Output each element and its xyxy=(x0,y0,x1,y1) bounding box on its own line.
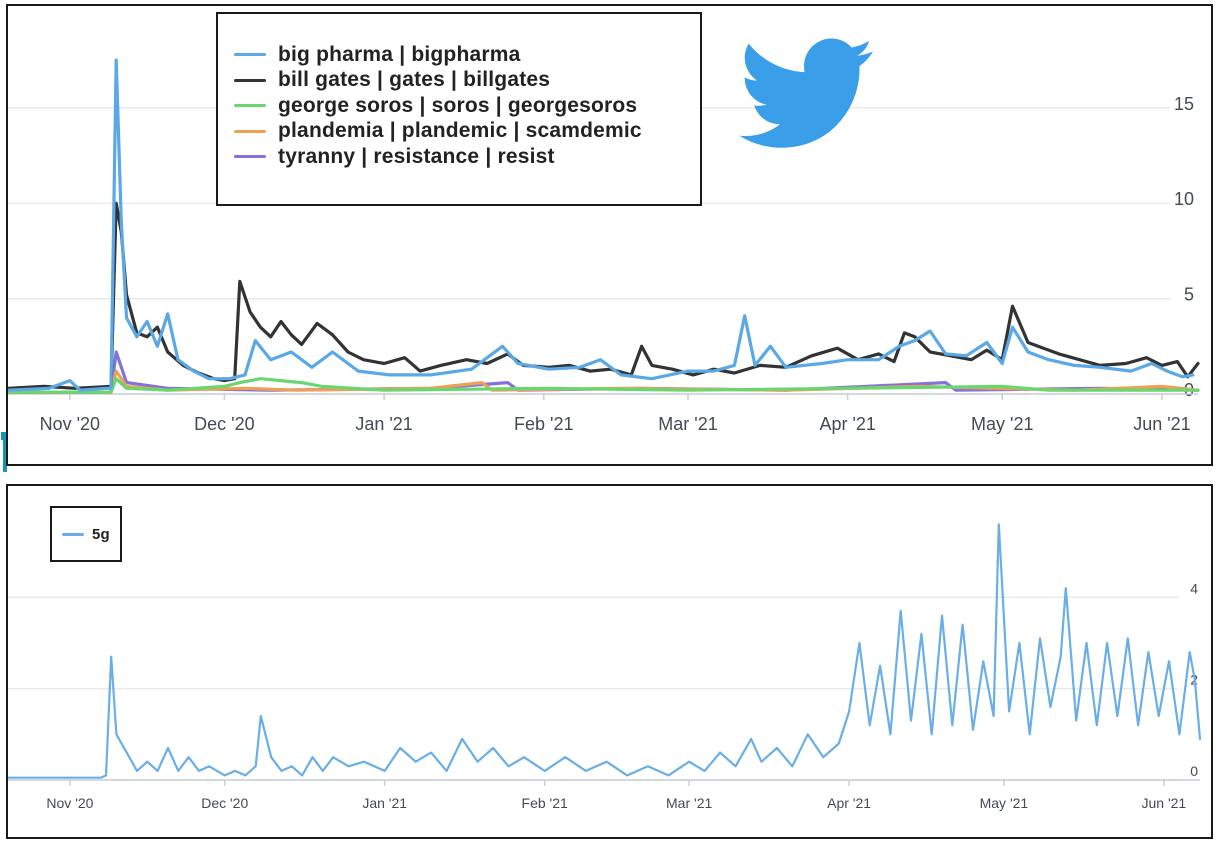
x-tick-label: Nov '20 xyxy=(46,795,93,811)
x-tick-label: May '21 xyxy=(971,414,1033,434)
x-tick-label: Feb '21 xyxy=(514,414,573,434)
x-tick-label: Dec '20 xyxy=(194,414,254,434)
x-tick-label: Nov '20 xyxy=(40,414,100,434)
y-tick-label: 0 xyxy=(1190,763,1198,779)
legend-item[interactable]: plandemia | plandemic | scamdemic xyxy=(234,119,700,145)
legend-swatch xyxy=(62,533,84,537)
series-line-0 xyxy=(8,523,1202,779)
y-tick-label: 5 xyxy=(1184,285,1194,305)
legend-swatch xyxy=(234,155,266,159)
legend-label: big pharma | bigpharma xyxy=(278,42,521,66)
x-tick-label: Jan '21 xyxy=(362,795,407,811)
top-chart-panel: 0 5 10 15 Nov '20 Dec '20 Jan '21 Feb '21 Mar '2… xyxy=(6,4,1213,466)
legend-item[interactable]: george soros | soros | georgesoros xyxy=(234,93,700,119)
top-chart-legend: big pharma | bigpharma bill gates | gates… xyxy=(216,12,702,206)
series-line-4 xyxy=(8,350,1200,394)
x-tick-label: Jan '21 xyxy=(355,414,412,434)
left-edge-marker xyxy=(1,432,9,472)
series-line-2 xyxy=(8,377,1200,394)
bottom-chart-legend: 5g xyxy=(50,506,122,562)
legend-label: tyranny | resistance | resist xyxy=(278,144,555,168)
series-line-0 xyxy=(8,58,1195,392)
legend-item[interactable]: tyranny | resistance | resist xyxy=(234,144,700,170)
legend-item[interactable]: 5g xyxy=(62,522,120,548)
legend-swatch xyxy=(234,78,266,82)
legend-swatch xyxy=(234,53,266,57)
legend-swatch xyxy=(234,104,266,108)
x-tick-label: Jun '21 xyxy=(1142,795,1187,811)
legend-item[interactable]: big pharma | bigpharma xyxy=(234,42,700,68)
twitter-bird-icon xyxy=(740,38,873,148)
x-tick-label: Mar '21 xyxy=(666,795,712,811)
x-tick-label: Apr '21 xyxy=(819,414,875,434)
legend-swatch xyxy=(234,129,266,133)
legend-label: george soros | soros | georgesoros xyxy=(278,93,638,117)
legend-label: plandemia | plandemic | scamdemic xyxy=(278,119,642,143)
legend-label: 5g xyxy=(92,526,110,544)
y-tick-label: 10 xyxy=(1174,189,1194,209)
bottom-chart-panel: 0 2 4 Nov '20 Dec '20 Jan '21 Feb '21 Mar '21 Ap… xyxy=(6,484,1213,839)
x-tick-label: Feb '21 xyxy=(522,795,568,811)
x-tick-label: Dec '20 xyxy=(201,795,248,811)
legend-label: bill gates | gates | billgates xyxy=(278,68,551,92)
series-line-3 xyxy=(8,369,1200,394)
legend-item[interactable]: bill gates | gates | billgates xyxy=(234,68,700,94)
x-tick-label: May '21 xyxy=(980,795,1029,811)
x-tick-label: Mar '21 xyxy=(658,414,717,434)
x-tick-label: Apr '21 xyxy=(827,795,871,811)
x-tick-label: Jun '21 xyxy=(1133,414,1190,434)
y-tick-label: 15 xyxy=(1174,94,1194,114)
y-tick-label: 4 xyxy=(1190,580,1198,596)
